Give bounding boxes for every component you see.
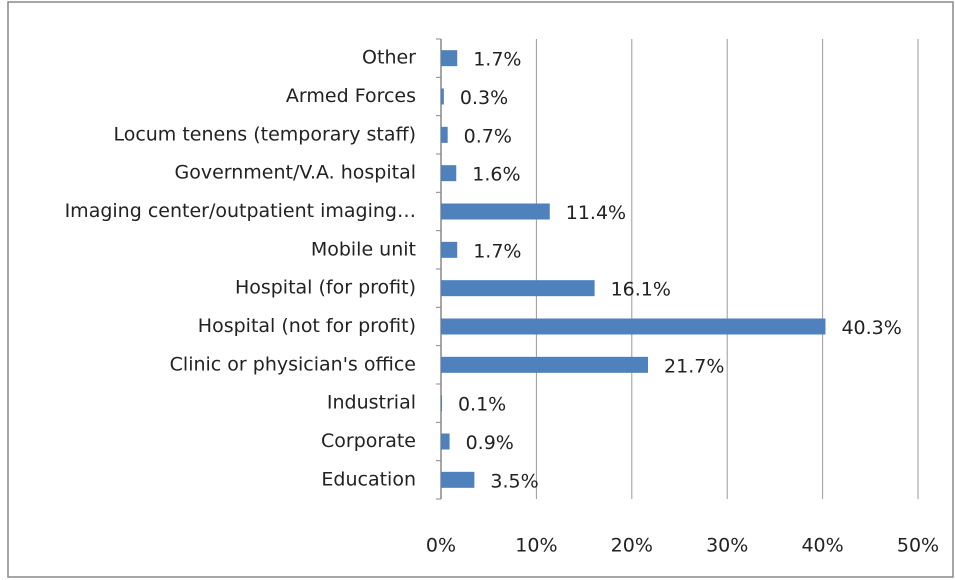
y-tick-label: Other bbox=[362, 47, 416, 69]
bar bbox=[441, 433, 450, 450]
y-tick-label: Industrial bbox=[327, 392, 416, 414]
value-label: 0.7% bbox=[464, 125, 512, 147]
value-label: 40.3% bbox=[841, 317, 901, 339]
bar bbox=[441, 88, 444, 105]
bar bbox=[441, 318, 826, 335]
value-label: 0.1% bbox=[458, 394, 506, 416]
value-label: 0.3% bbox=[460, 87, 508, 109]
y-tick-label: Corporate bbox=[321, 430, 416, 452]
y-tick-label: Hospital (for profit) bbox=[235, 277, 416, 299]
bar bbox=[441, 126, 448, 143]
value-label: 1.7% bbox=[473, 49, 521, 71]
y-tick-label: Clinic or physician's office bbox=[170, 353, 416, 375]
x-tick-label: 20% bbox=[611, 535, 653, 557]
x-tick-label: 10% bbox=[515, 535, 557, 557]
value-label: 1.7% bbox=[473, 240, 521, 262]
x-tick-label: 40% bbox=[801, 535, 843, 557]
value-label: 3.5% bbox=[490, 470, 538, 492]
bar bbox=[441, 50, 458, 67]
x-tick-label: 0% bbox=[426, 535, 456, 557]
bar bbox=[441, 356, 649, 373]
value-label: 16.1% bbox=[611, 279, 671, 301]
bar bbox=[441, 165, 457, 182]
y-tick-label: Armed Forces bbox=[286, 85, 416, 107]
y-tick-label: Government/V.A. hospital bbox=[175, 162, 417, 184]
bar bbox=[441, 395, 442, 412]
bar bbox=[441, 280, 595, 297]
y-tick-label: Hospital (not for profit) bbox=[198, 315, 416, 337]
value-label: 1.6% bbox=[472, 164, 520, 186]
x-tick-label: 50% bbox=[897, 535, 939, 557]
bar bbox=[441, 241, 458, 258]
value-label: 0.9% bbox=[466, 432, 514, 454]
bar bbox=[441, 471, 475, 488]
bar bbox=[441, 203, 550, 220]
y-tick-label: Locum tenens (temporary staff) bbox=[113, 123, 416, 145]
y-tick-label: Imaging center/outpatient imaging… bbox=[65, 200, 416, 222]
x-tick-label: 30% bbox=[706, 535, 748, 557]
y-tick-label: Education bbox=[321, 468, 416, 490]
value-label: 11.4% bbox=[566, 202, 626, 224]
value-label: 21.7% bbox=[664, 355, 724, 377]
y-tick-label: Mobile unit bbox=[311, 238, 416, 260]
